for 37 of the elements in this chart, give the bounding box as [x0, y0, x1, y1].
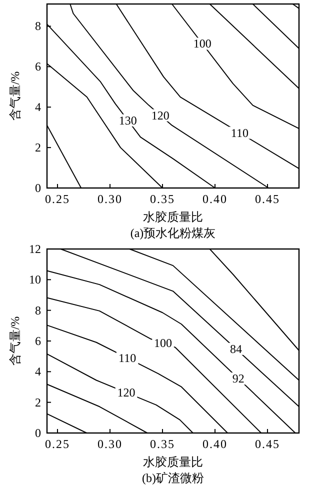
x-tick-label: 0.45 [255, 437, 280, 451]
series-label: 120 [151, 108, 170, 122]
y-tick-label: 8 [35, 19, 41, 34]
y-tick-label: 2 [35, 140, 41, 155]
x-tick-label: 0.25 [45, 437, 70, 451]
x-tick-label: 0.40 [202, 437, 228, 451]
x-tick-label: 0.30 [98, 437, 122, 451]
y-tick-label: 0 [35, 426, 41, 440]
x-axis-title: 水胶质量比 [143, 210, 203, 224]
y-tick-label: 8 [35, 303, 41, 318]
series-label: 110 [230, 126, 248, 140]
series-label: 100 [154, 336, 172, 350]
y-tick-label: 6 [35, 334, 41, 348]
x-tick-label: 0.45 [255, 192, 280, 206]
y-tick-label: 12 [29, 242, 41, 256]
y-tick-label: 10 [29, 272, 41, 287]
y-axis-title: 含气量/% [8, 316, 22, 366]
series-label: 100 [193, 36, 212, 51]
y-tick-label: 2 [35, 395, 41, 410]
x-axis-title: 水胶质量比 [143, 455, 203, 469]
y-tick-label: 4 [35, 100, 41, 114]
series-label: 92 [232, 372, 244, 386]
series-label: 110 [118, 351, 136, 366]
x-tick-label: 0.30 [98, 192, 122, 206]
y-tick-label: 6 [35, 60, 41, 74]
series-label: 84 [230, 342, 242, 356]
x-tick-label: 0.25 [45, 192, 70, 206]
series-label: 130 [118, 113, 137, 128]
x-tick-label: 0.35 [150, 192, 175, 206]
y-tick-label: 0 [35, 181, 41, 195]
text: (b)矿渣微粉 [142, 471, 204, 485]
x-tick-label: 0.35 [150, 437, 175, 451]
x-tick-label: 0.40 [202, 192, 228, 206]
series-label: 120 [117, 386, 136, 400]
y-axis-title: 含气量/% [8, 71, 22, 121]
text: (a)预水化粉煤灰 [130, 226, 216, 240]
y-tick-label: 4 [35, 364, 41, 379]
